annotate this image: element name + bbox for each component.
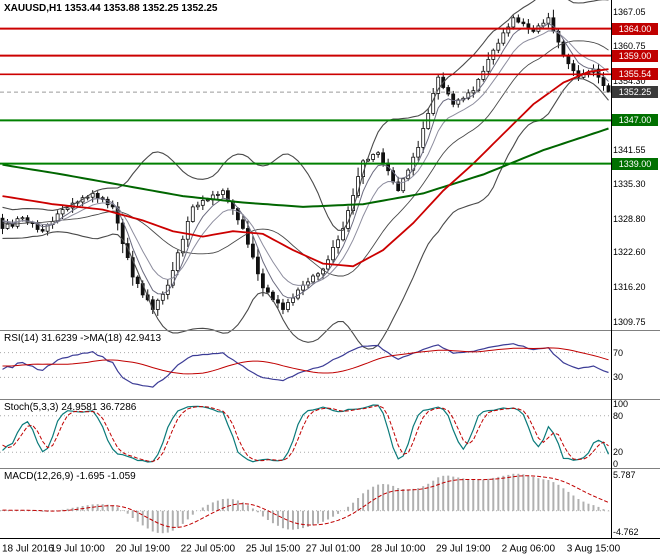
- price-tick: 1367.05: [613, 7, 646, 18]
- stoch-axis-label: 0: [613, 459, 619, 470]
- time-label: 2 Aug 06:00: [501, 543, 556, 555]
- time-label: 28 Jul 10:00: [370, 543, 426, 555]
- time-label: 3 Aug 15:00: [566, 543, 621, 555]
- stoch-axis-label: 20: [613, 447, 624, 458]
- bollinger-lower: [2, 78, 609, 350]
- macd-axis-label-min: -4.762: [613, 527, 639, 537]
- ema-ribbon-5: [2, 23, 609, 299]
- price-tick: 1316.20: [613, 281, 646, 292]
- price-badge-1347.00: 1347.00: [612, 114, 658, 127]
- time-label: 19 Jul 10:00: [50, 543, 105, 555]
- price-tick: 1328.80: [613, 213, 646, 224]
- price-tick: 1335.30: [613, 178, 646, 189]
- ma_green-line: [2, 127, 609, 208]
- macd-signal-line: [2, 475, 609, 528]
- macd-axis-label-max: 5.787: [613, 470, 636, 480]
- price-badge-1364.00: 1364.00: [612, 22, 658, 35]
- price-tick: 1360.75: [613, 41, 646, 52]
- stoch-indicator-label: Stoch(5,3,3) 24.9581 36.7286: [4, 402, 137, 413]
- time-label: 25 Jul 15:00: [245, 543, 301, 555]
- rsi-axis-label: 70: [613, 347, 624, 358]
- rsi-axis-label: 30: [613, 372, 624, 383]
- macd-indicator-label: MACD(12,26,9) -1.695 -1.059: [4, 471, 136, 482]
- rsi-indicator-label: RSI(14) 31.6239 ->MA(18) 42.9413: [4, 333, 162, 344]
- bollinger-upper: [2, 0, 609, 231]
- price-badge-1359.00: 1359.00: [612, 49, 658, 62]
- ma_red-line: [2, 68, 609, 268]
- time-label: 29 Jul 19:00: [436, 543, 491, 555]
- price-tick: 1341.55: [613, 144, 646, 155]
- ema-ribbon-10: [2, 30, 609, 286]
- price-tick: 1322.60: [613, 247, 646, 258]
- time-label: 27 Jul 01:00: [305, 543, 361, 555]
- price-tick: 1309.75: [613, 316, 646, 327]
- stoch-axis-label: 80: [613, 410, 624, 421]
- stoch-signal-line: [2, 405, 609, 462]
- price-badge-1339.00: 1339.00: [612, 157, 658, 170]
- price-badge-1352.25: 1352.25: [612, 86, 658, 99]
- chart-title: XAUUSD,H1 1353.44 1353.88 1352.25 1352.2…: [4, 3, 218, 14]
- time-label: 20 Jul 19:00: [115, 543, 170, 555]
- price-tick: 1354.30: [613, 76, 646, 86]
- time-label: 22 Jul 05:00: [180, 543, 236, 555]
- price-badge-1355.54: 1355.54: [612, 68, 658, 81]
- stoch-axis-label: 100: [613, 398, 629, 409]
- rsi-ma-line: [2, 347, 609, 375]
- time-label: 18 Jul 2016: [2, 543, 54, 555]
